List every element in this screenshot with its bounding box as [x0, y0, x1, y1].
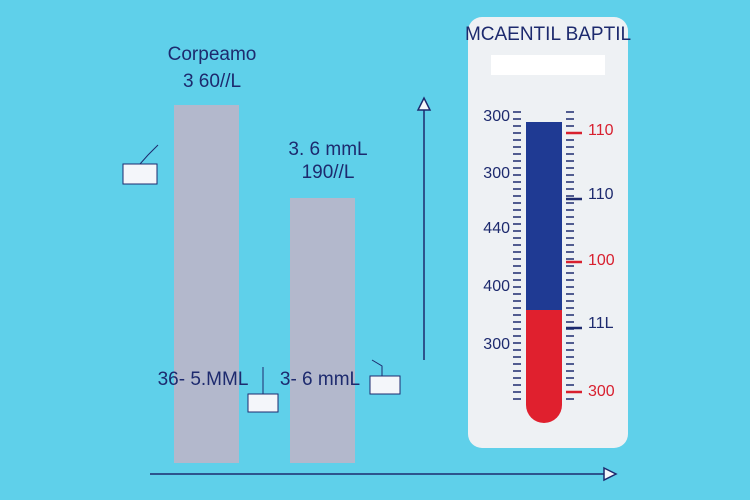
scale-label: 300: [588, 383, 615, 400]
scale-label: 400: [483, 278, 510, 295]
scale-label: 300: [483, 336, 510, 353]
bar-subtitle: 190//L: [302, 162, 355, 183]
scale-label: 110: [588, 186, 614, 203]
bar: [290, 198, 355, 463]
axes: [150, 96, 618, 482]
tube-red: [526, 310, 562, 423]
input-box: [491, 55, 605, 75]
scale-label: 11L: [588, 315, 614, 332]
bar: [174, 105, 239, 463]
ticks: [513, 111, 582, 400]
thermometer-title: MCAENTIL BAPTIL: [465, 24, 631, 45]
scale-label: 440: [483, 220, 510, 237]
scale-label: 100: [588, 252, 615, 269]
bar-subtitle: 3 60//L: [183, 71, 241, 92]
scale-label: 300: [483, 108, 510, 125]
bar-label: 3- 6 mmL: [280, 369, 360, 390]
scale-label: 300: [483, 165, 510, 182]
callouts: [122, 144, 401, 413]
bar-title: 3. 6 mmL: [288, 139, 367, 160]
tube-blue: [526, 122, 562, 312]
bar-label: 36- 5.MML: [158, 369, 249, 390]
scale-label: 110: [588, 122, 614, 139]
bar-title: Corpeamo: [168, 44, 257, 65]
